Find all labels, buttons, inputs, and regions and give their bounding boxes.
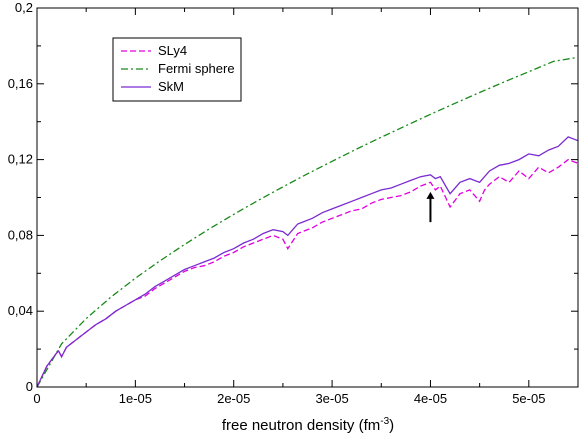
axes: 0 1e-05 2e-05 3e-05 4e-05 5e-05 0 0,04 0,08 0,12 0… xyxy=(8,0,579,406)
y-tick-label: 0 xyxy=(26,379,33,394)
legend: SLy4 Fermi sphere SkM xyxy=(112,37,242,102)
y-tick-label: 0,08 xyxy=(8,227,33,242)
y-tick-label: 0,2 xyxy=(15,0,33,15)
x-axis-label-superscript: -3 xyxy=(380,416,389,427)
x-axis-label-close: ) xyxy=(389,417,394,434)
x-tick-label: 4e-05 xyxy=(414,391,447,406)
x-tick-label: 3e-05 xyxy=(315,391,348,406)
y-tick-label: 0,16 xyxy=(8,76,33,91)
x-axis-label-main: free neutron density (fm xyxy=(222,417,380,434)
legend-box xyxy=(112,37,242,102)
series-line-fermi-sphere xyxy=(36,56,579,388)
x-tick-label: 0 xyxy=(33,391,40,406)
series-line-skm xyxy=(36,136,579,388)
x-tick-label: 1e-05 xyxy=(119,391,152,406)
y-tick-label: 0,04 xyxy=(8,303,33,318)
x-tick-label: 2e-05 xyxy=(217,391,250,406)
x-axis-label: free neutron density (fm-3) xyxy=(222,416,394,434)
legend-label: SLy4 xyxy=(158,43,187,58)
legend-label: SkM xyxy=(158,79,184,94)
x-tick-label: 5e-05 xyxy=(512,391,545,406)
series-line-sly4 xyxy=(36,158,579,388)
annotation-arrow-head xyxy=(426,191,435,199)
y-tick-label: 0,12 xyxy=(8,152,33,167)
legend-label: Fermi sphere xyxy=(158,61,235,76)
plot-area xyxy=(36,56,579,388)
